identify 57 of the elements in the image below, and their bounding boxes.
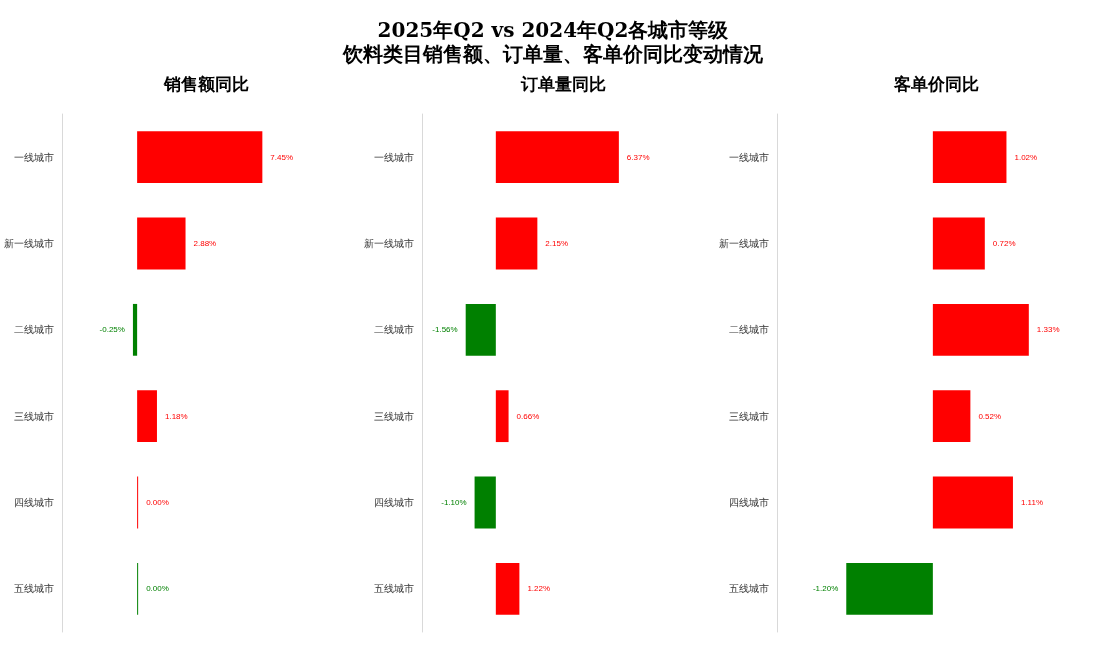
data-label: -1.56% [432, 325, 458, 335]
bar [137, 131, 263, 184]
chart-title: 2025年Q2 vs 2024年Q2各城市等级 [376, 18, 730, 42]
data-label: 1.33% [1036, 325, 1060, 335]
y-tick-label: 五线城市 [14, 583, 54, 595]
x-axis-title: 销售额同比 [162, 73, 249, 94]
data-label: 1.11% [1020, 498, 1044, 507]
bar [465, 303, 496, 356]
data-label: -0.25% [99, 325, 125, 335]
data-label: 6.37% [626, 152, 650, 162]
y-tick-label: 四线城市 [374, 497, 414, 508]
data-label: 2.88% [193, 239, 217, 248]
bar [932, 131, 1007, 184]
y-tick-label: 一线城市 [729, 151, 769, 163]
bar [495, 562, 520, 615]
y-tick-label: 新一线城市 [364, 238, 414, 249]
y-tick-label: 三线城市 [729, 410, 769, 422]
y-tick-label: 二线城市 [729, 324, 769, 336]
bar [132, 303, 138, 356]
data-label: 0.52% [978, 411, 1002, 421]
bar [495, 217, 538, 270]
y-tick-label: 二线城市 [374, 324, 414, 336]
y-tick-label: 一线城市 [14, 151, 54, 163]
data-label: -1.20% [812, 584, 839, 594]
data-label: 2.15% [545, 239, 569, 248]
y-tick-label: 四线城市 [14, 497, 54, 508]
y-tick-label: 四线城市 [729, 497, 769, 508]
bar [932, 476, 1013, 529]
data-label: 1.22% [527, 584, 551, 594]
bar [846, 562, 933, 615]
bar [932, 390, 971, 443]
y-tick-label: 新一线城市 [4, 238, 54, 249]
data-label: 0.00% [146, 498, 169, 507]
bar [137, 390, 157, 443]
y-tick-label: 一线城市 [374, 151, 414, 163]
y-tick-label: 三线城市 [374, 410, 414, 422]
data-label: 0.00% [146, 584, 169, 594]
y-tick-label: 新一线城市 [719, 238, 769, 249]
x-axis-title: 客单价同比 [893, 73, 979, 94]
bar [137, 217, 186, 270]
y-tick-label: 二线城市 [14, 324, 54, 336]
bar [495, 131, 619, 184]
data-label: 1.18% [164, 411, 188, 421]
y-tick-label: 五线城市 [729, 583, 769, 595]
data-label: 7.45% [270, 152, 294, 162]
bar [932, 217, 985, 270]
bar [474, 476, 496, 529]
data-label: 0.72% [992, 239, 1016, 248]
data-label: -1.10% [441, 498, 467, 507]
y-tick-label: 三线城市 [14, 410, 54, 422]
data-label: 1.02% [1014, 152, 1038, 162]
y-tick-label: 五线城市 [374, 583, 414, 595]
bar [932, 303, 1029, 356]
chart-subtitle: 饮料类目销售额、订单量、客单价同比变动情况 [341, 42, 764, 66]
data-label: 0.66% [516, 411, 540, 421]
x-axis-title: 订单量同比 [520, 73, 606, 94]
bar [495, 390, 509, 443]
